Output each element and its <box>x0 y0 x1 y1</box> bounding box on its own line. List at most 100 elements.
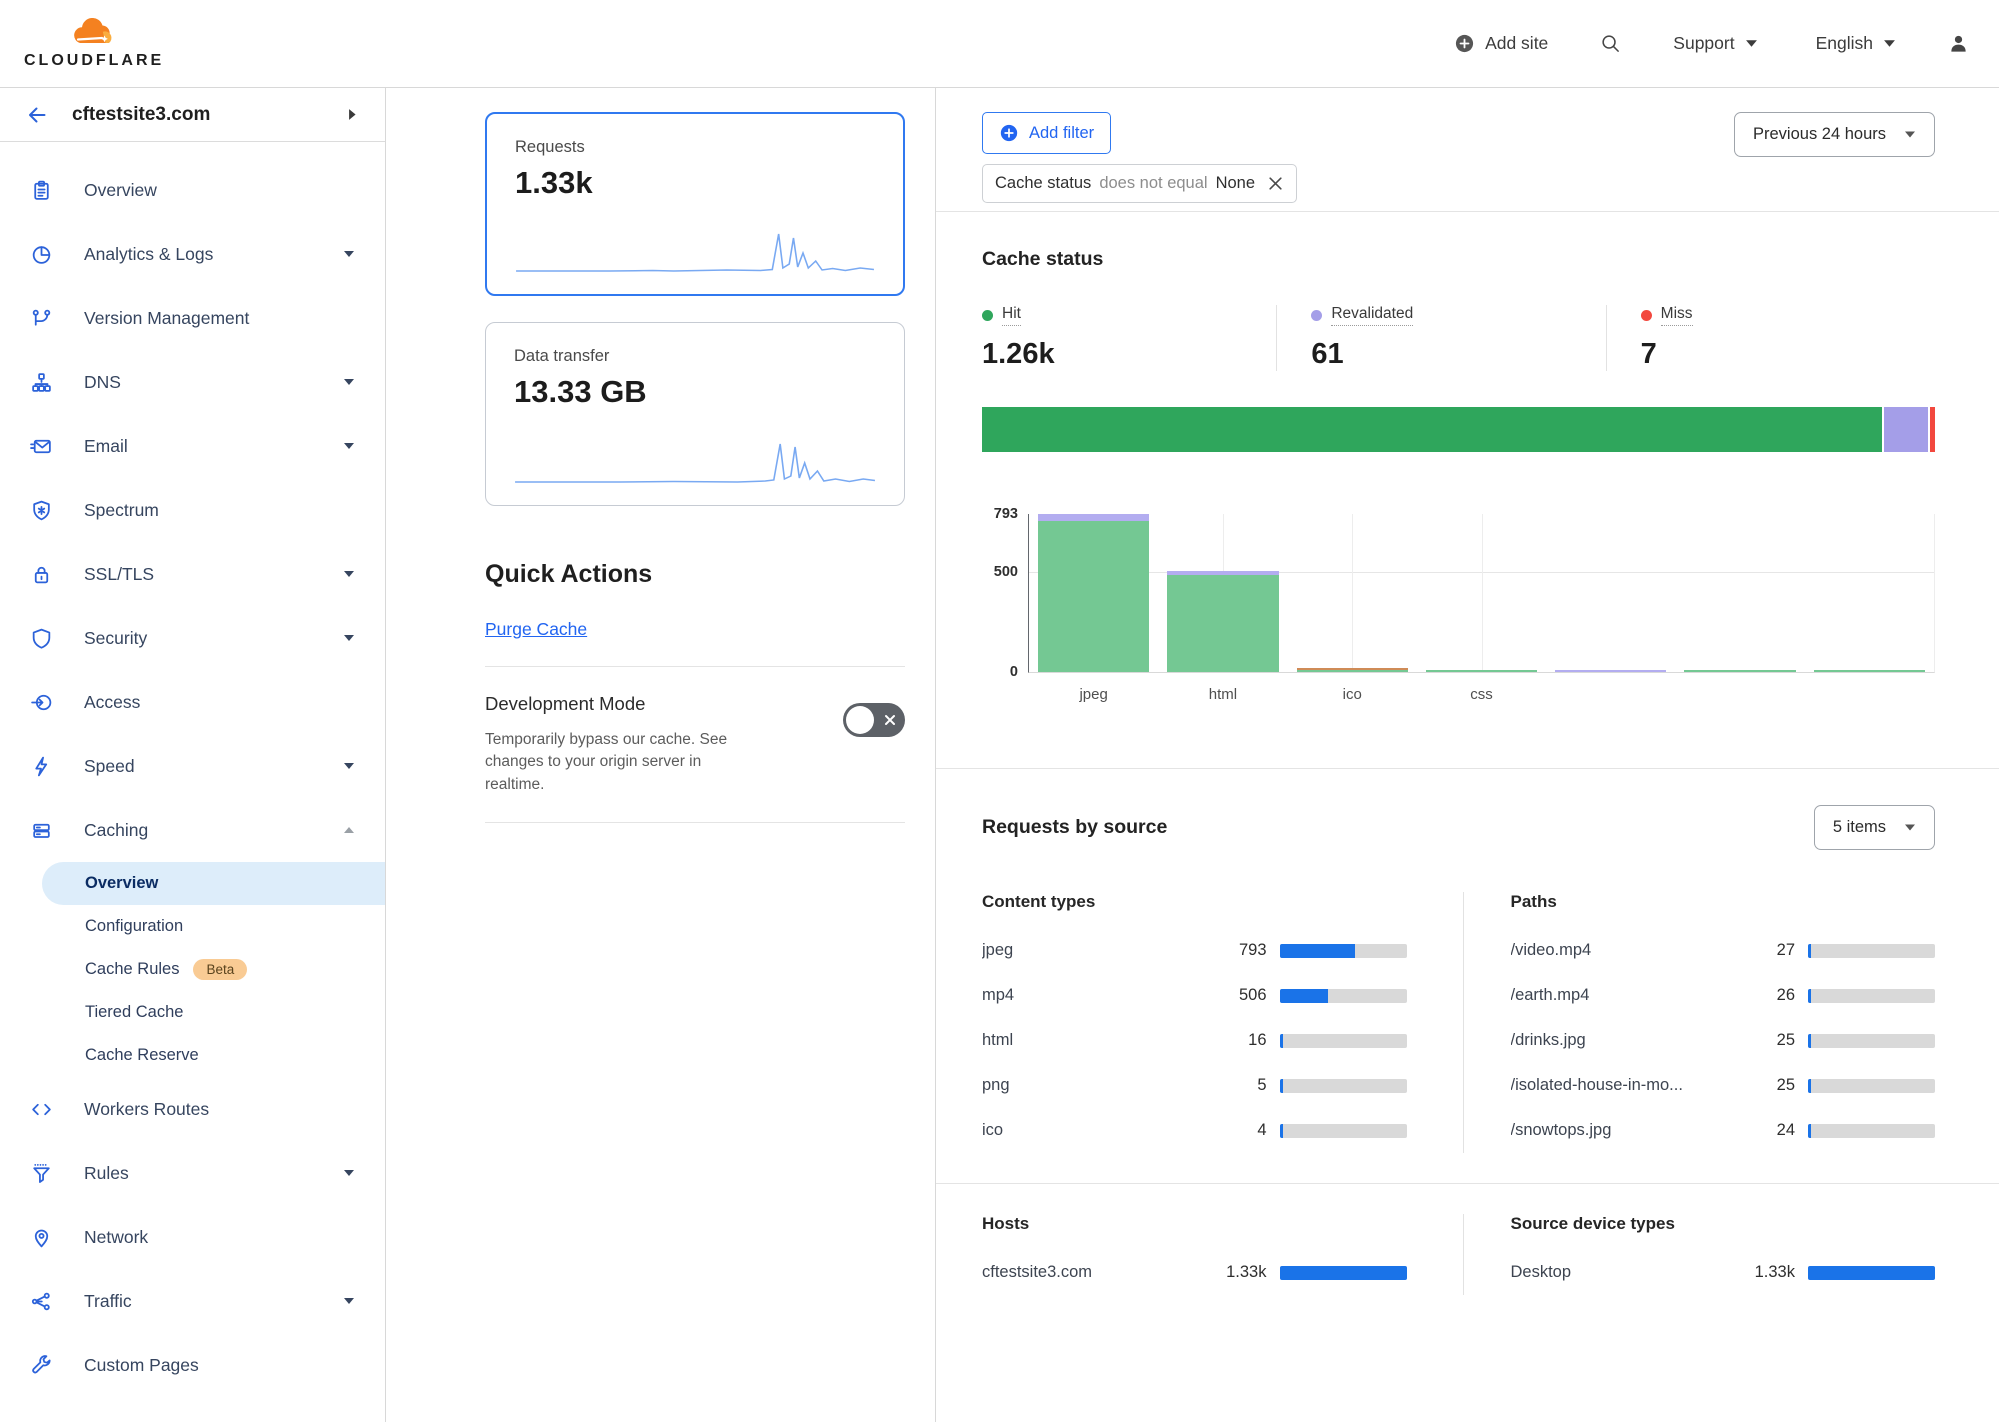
filter-bar: Add filter Cache status does not equal N… <box>936 88 1999 212</box>
close-icon[interactable] <box>1267 175 1284 192</box>
y-axis-tick-label: 793 <box>993 506 1018 522</box>
sidebar-item-analytics-logs[interactable]: Analytics & Logs <box>0 222 385 286</box>
dns-icon <box>30 371 53 394</box>
sidebar-item-access[interactable]: Access <box>0 670 385 734</box>
sidebar-subitem-configuration[interactable]: Configuration <box>0 905 385 948</box>
sidebar-subitem-cache-reserve[interactable]: Cache Reserve <box>0 1034 385 1077</box>
time-range-dropdown[interactable]: Previous 24 hours <box>1734 112 1935 157</box>
column-segment-hit <box>1038 520 1150 672</box>
sidebar-subitem-tiered-cache[interactable]: Tiered Cache <box>0 991 385 1034</box>
back-arrow-icon[interactable] <box>26 104 48 126</box>
chevron-down-icon <box>343 570 355 578</box>
hosts-list: cftestsite3.com 1.33k <box>982 1250 1407 1295</box>
list-item-label: mp4 <box>982 986 1015 1004</box>
development-mode-toggle[interactable] <box>843 703 905 737</box>
cache-status-stat-hit: Hit 1.26k <box>982 305 1276 371</box>
plus-circle-icon <box>1454 33 1475 54</box>
development-mode-block: Development Mode Temporarily bypass our … <box>485 693 905 796</box>
list-item-value: 4 <box>1257 1121 1267 1139</box>
list-item-bar <box>1808 1078 1935 1093</box>
legend-value: 61 <box>1311 338 1344 370</box>
purge-cache-link[interactable]: Purge Cache <box>485 619 588 639</box>
card-value: 1.33k <box>515 165 593 200</box>
legend-label[interactable]: Revalidated <box>1331 305 1414 326</box>
chevron-down-icon <box>1883 39 1896 48</box>
requests-by-source-columns: Content types jpeg 793 mp4 506 html 16 png 5 ico… <box>982 892 1935 1153</box>
paths-column: Paths /video.mp4 27/earth.mp4 26/drinks.jp… <box>1462 892 1935 1153</box>
sidebar-subitem-overview[interactable]: Overview <box>42 862 385 905</box>
sidebar-item-label: Access <box>84 691 141 712</box>
sidebar-item-label: Caching <box>84 819 149 840</box>
sidebar-item-ssl-tls[interactable]: SSL/TLS <box>0 542 385 606</box>
toggle-off-x-icon <box>884 714 896 726</box>
sidebar-item-overview[interactable]: Overview <box>0 158 385 222</box>
column-segment-miss <box>1296 667 1408 670</box>
stackbar-segment-hit <box>982 407 1885 452</box>
filter-chip-value: None <box>1215 174 1256 192</box>
legend-top: Revalidated <box>1311 305 1605 326</box>
analytics-panel: Add filter Cache status does not equal N… <box>935 88 1999 1422</box>
sidebar-item-label: Custom Pages <box>84 1354 199 1375</box>
filter-chip[interactable]: Cache status does not equal None <box>982 164 1298 203</box>
sidebar-item-traffic[interactable]: Traffic <box>0 1269 385 1333</box>
sidebar-item-caching[interactable]: Caching <box>0 798 385 862</box>
search-icon[interactable] <box>1600 33 1621 54</box>
list-item-label: Desktop <box>1510 1263 1572 1281</box>
sidebar-item-label: Rules <box>84 1162 129 1183</box>
sidebar-item-security[interactable]: Security <box>0 606 385 670</box>
support-label: Support <box>1673 33 1735 53</box>
site-header: cftestsite3.com <box>0 88 385 142</box>
legend-label[interactable]: Hit <box>1002 305 1021 326</box>
list-item-bar-fill <box>1279 943 1356 958</box>
data-transfer-sparkline <box>514 437 876 487</box>
support-menu[interactable]: Support <box>1667 32 1763 55</box>
list-item: png 5 <box>982 1063 1407 1108</box>
device-types-list: Desktop 1.33k <box>1510 1250 1935 1295</box>
pin-icon <box>30 1226 53 1249</box>
sidebar-item-email[interactable]: Email <box>0 414 385 478</box>
sidebar-item-speed[interactable]: Speed <box>0 734 385 798</box>
x-axis-tick-label: ico <box>1342 686 1362 703</box>
chevron-up-icon <box>343 826 355 834</box>
add-site-label: Add site <box>1485 33 1549 53</box>
sidebar-item-label: Analytics & Logs <box>84 243 214 264</box>
add-filter-button[interactable]: Add filter <box>982 112 1112 154</box>
column-segment-hit <box>1296 669 1408 672</box>
sidebar-item-spectrum[interactable]: Spectrum <box>0 478 385 542</box>
column-segment-hit <box>1425 670 1538 672</box>
email-icon <box>30 435 53 458</box>
sidebar-item-label: Traffic <box>84 1290 132 1311</box>
list-item: cftestsite3.com 1.33k <box>982 1250 1407 1295</box>
cache-status-stat-miss: Miss 7 <box>1605 305 1935 371</box>
sidebar-subitem-cache-rules[interactable]: Cache Rules Beta <box>0 948 385 991</box>
list-item-bar-fill <box>1279 1265 1407 1280</box>
cloudflare-logo[interactable]: CLOUDFLARE <box>24 17 164 70</box>
chevron-down-icon <box>343 762 355 770</box>
list-item-label: /isolated-house-in-mo... <box>1510 1076 1683 1094</box>
list-item-value: 1.33k <box>1754 1263 1795 1281</box>
sidebar-item-dns[interactable]: DNS <box>0 350 385 414</box>
requests-card[interactable]: Requests 1.33k <box>485 112 905 296</box>
user-avatar-icon[interactable] <box>1948 33 1969 54</box>
list-item-bar <box>1808 1123 1935 1138</box>
add-site-button[interactable]: Add site <box>1448 32 1554 55</box>
language-menu[interactable]: English <box>1810 32 1902 55</box>
list-item-bar-fill <box>1808 1265 1935 1280</box>
chevron-right-icon[interactable] <box>348 108 357 121</box>
data-transfer-card[interactable]: Data transfer 13.33 GB <box>485 322 905 506</box>
x-axis-tick-label: jpeg <box>1079 686 1108 703</box>
list-item-bar-fill <box>1808 943 1811 958</box>
sidebar-item-custom-pages[interactable]: Custom Pages <box>0 1333 385 1397</box>
sidebar-item-rules[interactable]: Rules <box>0 1141 385 1205</box>
list-item: html 16 <box>982 1018 1407 1063</box>
content-types-column: Content types jpeg 793 mp4 506 html 16 png 5 ico… <box>982 892 1463 1153</box>
toggle-knob <box>846 706 874 734</box>
list-item-bar <box>1279 1123 1407 1138</box>
sidebar-item-workers-routes[interactable]: Workers Routes <box>0 1077 385 1141</box>
card-title: Requests <box>515 138 585 156</box>
legend-label[interactable]: Miss <box>1660 305 1693 326</box>
items-count-dropdown[interactable]: 5 items <box>1813 805 1935 850</box>
sidebar-item-network[interactable]: Network <box>0 1205 385 1269</box>
sidebar-item-version-management[interactable]: Version Management <box>0 286 385 350</box>
